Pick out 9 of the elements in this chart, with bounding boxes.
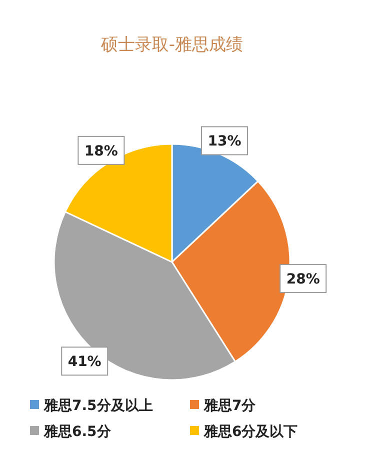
data-label: 41% <box>68 354 102 370</box>
legend-label: 雅思7.5分及以上 <box>43 398 153 414</box>
data-label: 18% <box>84 143 118 160</box>
chart-title: 硕士录取-雅思成绩 <box>100 35 244 55</box>
data-label: 13% <box>208 134 242 150</box>
data-label: 28% <box>286 272 320 288</box>
legend-label: 雅思7分 <box>203 398 257 414</box>
legend-label: 雅思6.5分 <box>43 424 112 440</box>
legend-label: 雅思6分及以下 <box>203 424 298 440</box>
